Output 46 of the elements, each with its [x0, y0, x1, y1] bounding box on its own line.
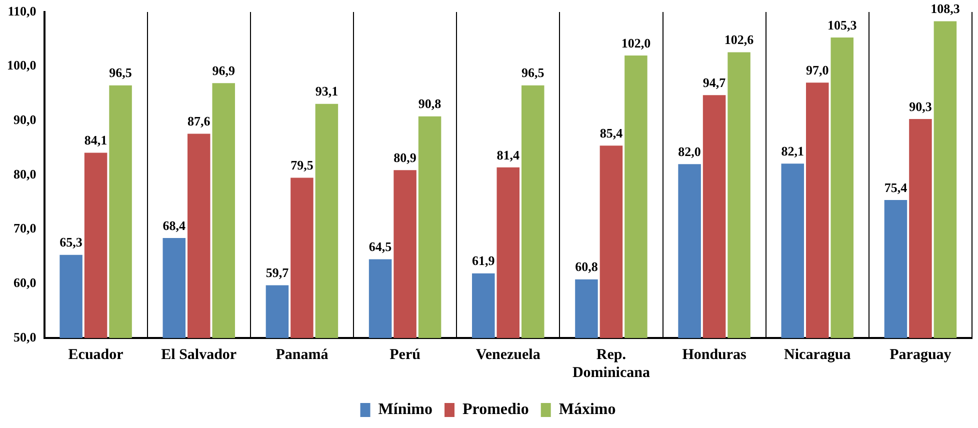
x-tick-label: Panamá — [276, 346, 329, 363]
data-label: 81,4 — [496, 147, 520, 162]
data-label: 94,7 — [702, 74, 726, 90]
data-label: 102,0 — [621, 35, 651, 50]
data-label: 105,3 — [827, 17, 858, 32]
y-tick-label: 70,0 — [14, 220, 36, 236]
x-tick-label: El Salvador — [161, 346, 237, 363]
data-label: 60,8 — [575, 259, 598, 274]
data-label: 64,5 — [368, 239, 392, 254]
data-label: 84,1 — [84, 132, 108, 148]
x-tick-label: Ecuador — [68, 346, 124, 363]
data-label: 85,4 — [600, 126, 624, 141]
x-tick-label: Venezuela — [476, 346, 541, 363]
x-tick-label: Rep. Dominicana — [572, 346, 650, 381]
data-label: 96,5 — [521, 65, 545, 80]
y-tick-label: 50,0 — [14, 329, 36, 344]
legend-label: Promedio — [462, 401, 529, 418]
x-tick-label: Paraguay — [890, 346, 952, 363]
data-label: 96,5 — [109, 65, 132, 80]
data-label: 102,6 — [724, 32, 754, 48]
x-tick-label: Perú — [390, 346, 420, 363]
data-label: 80,9 — [394, 150, 417, 165]
data-label: 75,4 — [884, 180, 908, 195]
x-tick-label: Nicaragua — [784, 346, 852, 363]
data-label: 82,0 — [678, 144, 701, 159]
y-tick-label: 60,0 — [14, 275, 36, 290]
data-label: 61,9 — [472, 253, 496, 268]
data-label: 82,1 — [781, 143, 804, 158]
legend-label: Máximo — [558, 401, 616, 418]
data-label: 96,9 — [212, 63, 236, 78]
y-tick-label: 100,0 — [7, 58, 36, 73]
data-label: 79,5 — [290, 158, 314, 173]
data-label: 93,1 — [315, 84, 338, 99]
y-tick-label: 110,0 — [8, 3, 36, 18]
data-label: 108,3 — [930, 1, 960, 16]
x-tick-label: Honduras — [682, 346, 747, 363]
data-label: 65,3 — [60, 234, 83, 250]
data-label: 68,4 — [162, 218, 186, 233]
y-tick-label: 90,0 — [14, 112, 36, 128]
data-label: 90,8 — [418, 96, 442, 112]
data-label: 59,7 — [266, 265, 290, 280]
data-label: 97,0 — [806, 62, 829, 78]
data-label: 87,6 — [188, 114, 211, 129]
legend-label: Mínimo — [378, 401, 432, 418]
y-tick-label: 80,0 — [14, 166, 36, 182]
data-label: 90,3 — [909, 98, 932, 114]
